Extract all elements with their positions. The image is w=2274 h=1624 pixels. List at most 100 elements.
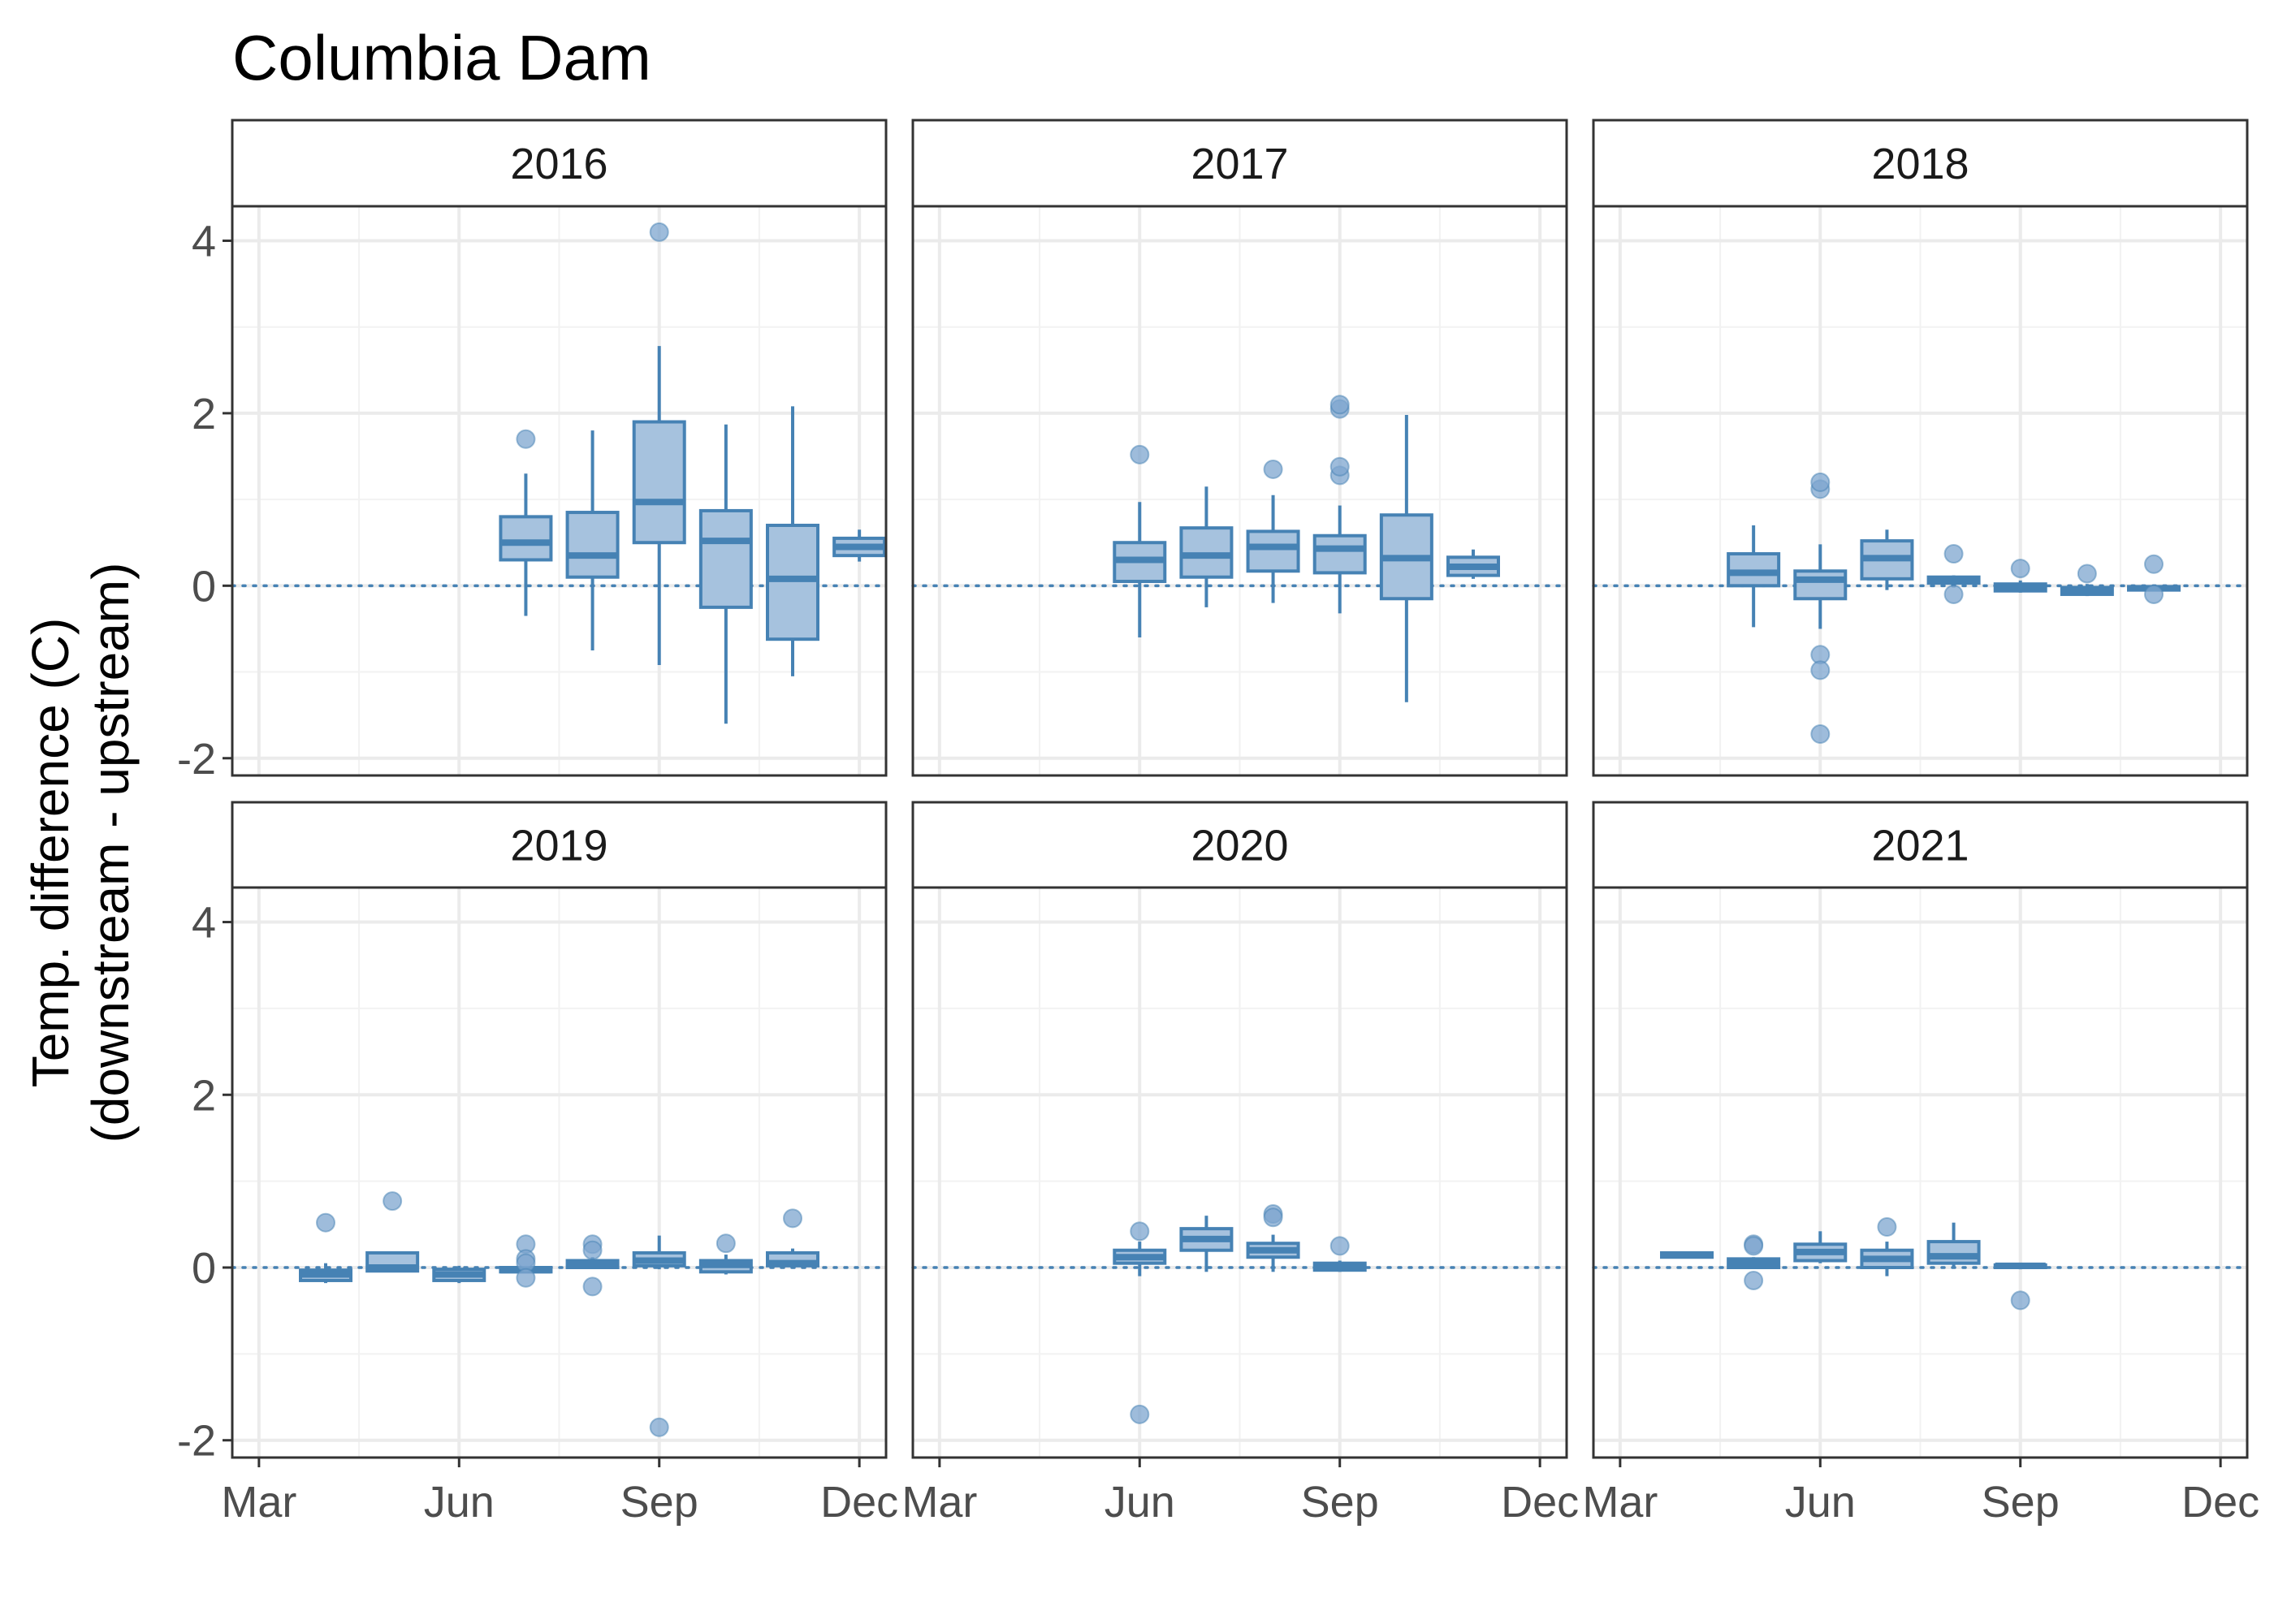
box-2016-m9	[632, 222, 686, 666]
outlier-point	[383, 1191, 403, 1212]
facet-strip-label: 2016	[510, 140, 607, 188]
box-2019-m8	[565, 1234, 620, 1297]
outlier-point	[1877, 1217, 1897, 1237]
facet-strip-label: 2019	[510, 822, 607, 870]
facet-strip-label: 2018	[1871, 140, 1969, 188]
outlier-point	[2010, 1290, 2030, 1311]
outlier-point	[1810, 472, 1831, 492]
box-iqr	[632, 420, 686, 545]
y-tick-label: 2	[192, 1071, 216, 1120]
box-iqr	[1926, 1240, 1981, 1265]
outlier-point	[1810, 660, 1831, 680]
facet-strip-label: 2020	[1191, 822, 1288, 870]
box-2019-m4	[299, 1212, 352, 1284]
box-2016-m8	[565, 430, 620, 650]
outlier-point	[1744, 1236, 1764, 1256]
box-2018-m7	[1860, 529, 1914, 590]
outlier-point	[2077, 564, 2097, 584]
box-2018-m8	[1926, 544, 1981, 604]
box-2018-m10	[2060, 564, 2114, 597]
box-2020-m8	[1246, 1204, 1300, 1272]
outlier-point	[1943, 584, 1964, 604]
box-2021-m9	[1993, 1262, 2047, 1311]
x-tick-label: Jun	[1785, 1478, 1856, 1527]
box-iqr	[766, 523, 819, 641]
outlier-point	[1810, 724, 1831, 745]
outlier-point	[1130, 1221, 1150, 1242]
outlier-point	[649, 1417, 669, 1437]
box-2018-m9	[1993, 559, 2047, 593]
box-2019-m6	[432, 1265, 486, 1284]
outlier-point	[516, 1268, 536, 1288]
x-tick-label: Mar	[221, 1478, 296, 1527]
y-tick-label: 4	[192, 899, 216, 948]
facet-panel-2020: 2020 Mar Jun Sep Dec	[901, 801, 1579, 1527]
outlier-point	[1329, 1236, 1350, 1256]
outlier-point	[1943, 544, 1964, 564]
y-axis-label-line-2: (downstream - upstream)	[81, 563, 140, 1143]
x-tick-label: Dec	[2181, 1478, 2259, 1527]
box-2017-m10	[1379, 415, 1433, 702]
box-2021-m8	[1926, 1222, 1981, 1268]
box-2018-m5	[1727, 525, 1781, 628]
outlier-point	[2010, 559, 2030, 579]
box-2016-m7	[499, 429, 553, 616]
y-tick-label: -2	[177, 735, 216, 784]
facet-panel-2018: 2018	[1592, 119, 2249, 777]
box-2019-m9	[632, 1235, 686, 1437]
box-2017-m8	[1246, 459, 1300, 603]
facet-strip-label: 2017	[1191, 140, 1288, 188]
outlier-point	[516, 429, 536, 449]
facet-strip	[1592, 119, 2249, 208]
box-2019-m7	[499, 1234, 553, 1288]
x-tick-label: Mar	[1582, 1478, 1658, 1527]
outlier-point	[1263, 459, 1283, 479]
y-tick-label: 2	[192, 390, 216, 438]
facet-strip	[1592, 801, 2249, 889]
box-2019-m5	[365, 1191, 420, 1273]
facet-strip	[231, 801, 888, 889]
outlier-point	[783, 1208, 802, 1229]
outlier-point	[1263, 1207, 1283, 1228]
x-tick-label: Dec	[820, 1478, 898, 1527]
facet-strip	[911, 801, 1568, 889]
box-iqr	[499, 515, 553, 562]
box-2019-m10	[698, 1233, 753, 1275]
box-2020-m6	[1113, 1221, 1167, 1424]
box-2021-m5	[1727, 1234, 1781, 1290]
box-2020-m7	[1179, 1216, 1234, 1272]
box-2021-m4	[1660, 1250, 1714, 1259]
facet-panel-2021: 2021 Mar Jun Sep Dec	[1582, 801, 2259, 1527]
facet-panel-2019: 2019 -2 0 2 4 Mar Jun Sep Dec	[177, 801, 898, 1527]
x-tick-label: Jun	[1105, 1478, 1175, 1527]
outlier-point	[2144, 584, 2164, 604]
x-tick-label: Sep	[1301, 1478, 1379, 1527]
box-2018-m6	[1793, 472, 1848, 745]
box-2017-m9	[1312, 395, 1367, 614]
x-tick-label: Sep	[1982, 1478, 2060, 1527]
box-2016-m10	[698, 424, 753, 724]
box-iqr	[1246, 529, 1300, 573]
facet-strip-label: 2021	[1871, 822, 1969, 870]
y-tick-label: 4	[192, 217, 216, 266]
box-2021-m7	[1860, 1217, 1914, 1276]
outlier-point	[649, 222, 669, 242]
facet-strip	[231, 119, 888, 208]
box-2021-m6	[1793, 1231, 1848, 1263]
outlier-point	[1329, 395, 1350, 415]
chart-title: Columbia Dam	[232, 22, 651, 93]
facet-panel-2016: 2016 -2 0 2 4	[177, 119, 888, 784]
box-2017-m7	[1179, 486, 1234, 607]
outlier-point	[316, 1212, 335, 1233]
outlier-point	[582, 1240, 603, 1260]
box-iqr	[1793, 569, 1848, 601]
outlier-point	[582, 1276, 603, 1297]
box-2018-m11	[2127, 554, 2181, 604]
x-tick-label: Jun	[424, 1478, 495, 1527]
box-2020-m9	[1312, 1236, 1367, 1272]
box-2017-m6	[1113, 444, 1167, 638]
outlier-point	[715, 1233, 736, 1254]
outlier-point	[1744, 1270, 1764, 1290]
